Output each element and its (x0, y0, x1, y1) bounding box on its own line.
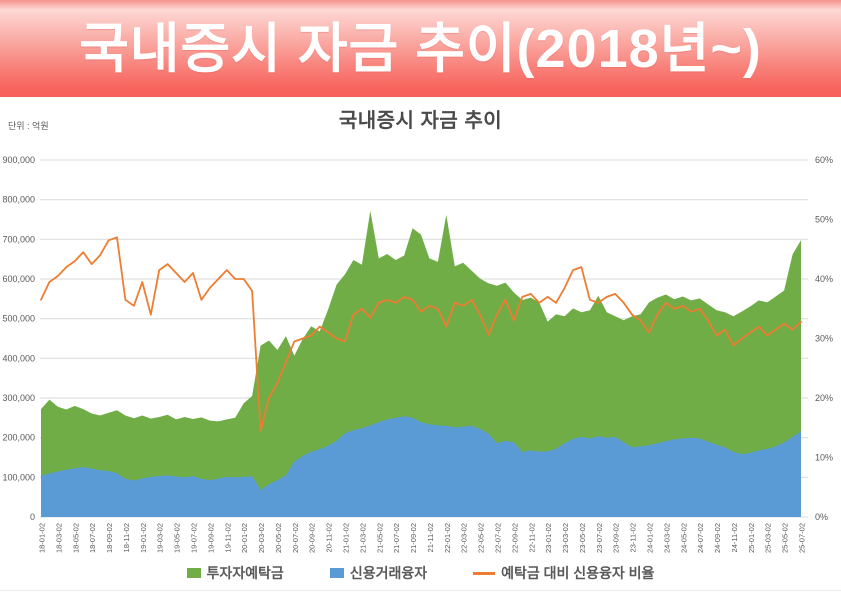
y-right-tick-label: 40% (815, 274, 833, 284)
legend-item-ratio[interactable]: 예탁금 대비 신용융자 비율 (473, 563, 654, 583)
x-tick-label: 24-11-02 (730, 523, 739, 552)
x-tick-label: 18-05-02 (71, 523, 80, 553)
x-tick-label: 21-01-02 (342, 523, 351, 553)
x-tick-label: 20-01-02 (240, 523, 249, 553)
x-tick-label: 19-07-02 (190, 523, 199, 553)
x-tick-label: 24-07-02 (696, 523, 705, 553)
banner-title: 국내증시 자금 추이(2018년~) (79, 18, 762, 79)
y-left-tick-label: 600,000 (2, 274, 35, 284)
x-tick-label: 23-09-02 (612, 523, 621, 553)
x-tick-label: 21-09-02 (409, 523, 418, 553)
banner: 국내증시 자금 추이(2018년~) (0, 0, 841, 97)
y-left-tick-label: 900,000 (2, 155, 35, 165)
x-tick-label: 22-03-02 (460, 523, 469, 553)
legend-label-deposits: 투자자예탁금 (206, 565, 284, 581)
x-tick-label: 23-07-02 (595, 523, 604, 553)
legend: 투자자예탁금 신용거래융자 예탁금 대비 신용융자 비율 (0, 560, 841, 586)
x-tick-label: 19-01-02 (139, 523, 148, 553)
x-tick-label: 20-09-02 (308, 523, 317, 553)
x-tick-label: 19-11-02 (223, 523, 232, 552)
x-tick-label: 22-01-02 (443, 523, 452, 553)
y-left-tick-label: 700,000 (2, 234, 35, 244)
x-tick-label: 25-03-02 (764, 523, 773, 553)
x-tick-label: 18-03-02 (54, 523, 63, 553)
area-신용거래융자 (41, 416, 801, 517)
credit-swatch-icon (329, 568, 344, 578)
x-tick-label: 23-05-02 (578, 523, 587, 553)
x-tick-label: 23-11-02 (629, 523, 638, 552)
x-tick-label: 21-05-02 (375, 523, 384, 553)
x-tick-label: 18-11-02 (122, 523, 131, 552)
y-left-tick-label: 400,000 (2, 353, 35, 363)
chart-bottom-border (0, 590, 841, 591)
x-tick-label: 24-09-02 (713, 523, 722, 553)
x-tick-label: 18-07-02 (88, 523, 97, 553)
x-tick-label: 24-03-02 (662, 523, 671, 553)
y-left-tick-label: 300,000 (2, 393, 35, 403)
deposits-swatch-icon (186, 568, 201, 578)
x-tick-label: 23-03-02 (561, 523, 570, 553)
line-예탁금 대비 신용융자 비율 (40, 236, 802, 432)
x-tick-label: 22-09-02 (510, 523, 519, 553)
y-right-tick-label: 20% (815, 393, 833, 403)
y-right-tick-label: 50% (815, 215, 833, 225)
x-tick-label: 21-07-02 (392, 523, 401, 553)
x-tick-label: 24-01-02 (646, 523, 655, 553)
x-tick-label: 25-01-02 (747, 523, 756, 553)
x-tick-label: 20-05-02 (274, 523, 283, 553)
y-left-tick-label: 200,000 (2, 433, 35, 443)
legend-label-credit: 신용거래융자 (349, 565, 428, 581)
y-right-tick-label: 0% (815, 512, 828, 522)
y-left-tick-label: 800,000 (2, 195, 35, 205)
x-tick-label: 25-05-02 (781, 523, 790, 553)
x-tick-label: 18-01-02 (38, 523, 47, 553)
y-right-tick-label: 10% (815, 453, 833, 463)
x-tick-label: 20-03-02 (257, 523, 266, 553)
x-tick-label: 25-07-02 (798, 523, 807, 553)
x-tick-label: 24-05-02 (679, 523, 688, 553)
ratio-line-swatch-icon (473, 571, 496, 575)
x-tick-label: 19-05-02 (173, 523, 182, 553)
x-tick-label: 21-11-02 (426, 523, 435, 552)
x-tick-label: 18-09-02 (105, 523, 114, 553)
x-tick-label: 19-09-02 (206, 523, 215, 553)
x-tick-label: 22-07-02 (494, 523, 503, 553)
y-right-tick-label: 60% (815, 155, 833, 165)
y-right-tick-label: 30% (815, 334, 833, 344)
y-left-tick-label: 0 (30, 512, 35, 522)
x-tick-label: 22-05-02 (477, 523, 486, 553)
chart-title: 국내증시 자금 추이 (338, 110, 503, 132)
x-tick-label: 19-03-02 (156, 523, 165, 553)
y-left-tick-label: 500,000 (2, 314, 35, 324)
legend-item-deposits[interactable]: 투자자예탁금 (186, 563, 284, 583)
y-left-tick-label: 100,000 (2, 472, 35, 482)
x-tick-label: 22-11-02 (527, 523, 536, 552)
x-tick-label: 23-01-02 (544, 523, 553, 553)
legend-item-credit[interactable]: 신용거래융자 (329, 563, 428, 583)
x-tick-label: 21-03-02 (358, 523, 367, 553)
x-tick-label: 20-07-02 (291, 523, 300, 553)
x-tick-label: 20-11-02 (325, 523, 334, 552)
legend-label-ratio: 예탁금 대비 신용융자 비율 (501, 565, 655, 581)
unit-label: 단위 : 억원 (8, 121, 49, 131)
